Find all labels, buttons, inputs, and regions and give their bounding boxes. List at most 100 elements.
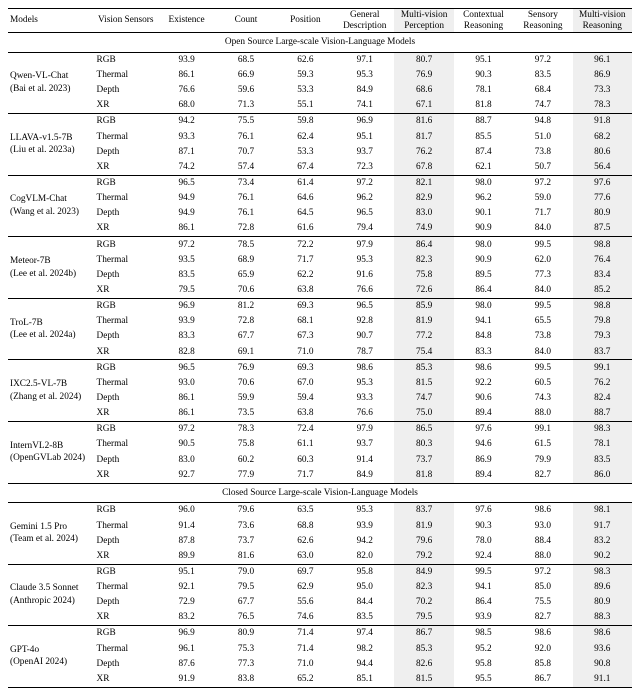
sensor-cell: XR [95, 406, 157, 422]
model-name: GPT-4o [10, 644, 94, 657]
metric-m3: 96.9 [335, 114, 394, 130]
sensor-cell: XR [95, 283, 157, 299]
metric-m0: 76.6 [157, 83, 216, 98]
metric-m3: 83.5 [335, 610, 394, 626]
metric-m5: 90.1 [454, 206, 513, 221]
metric-m0: 93.3 [157, 129, 216, 144]
section-closed-label: Closed Source Large-scale Vision-Languag… [8, 483, 632, 503]
table-row: XR86.172.861.679.474.990.984.087.5 [8, 221, 632, 237]
metric-m4: 86.4 [394, 237, 453, 253]
metric-m2: 71.7 [276, 467, 335, 483]
metric-m4: 81.6 [394, 114, 453, 130]
metric-m7: 99.1 [573, 360, 632, 376]
metric-m3: 84.9 [335, 467, 394, 483]
metric-m7: 98.8 [573, 298, 632, 314]
metric-m6: 94.8 [513, 114, 572, 130]
metric-m4: 84.9 [394, 564, 453, 580]
metric-m1: 67.7 [216, 329, 275, 344]
sensor-cell: RGB [95, 237, 157, 253]
metric-m6: 74.7 [513, 98, 572, 114]
metric-m5: 81.8 [454, 98, 513, 114]
metric-m0: 87.6 [157, 656, 216, 671]
metric-m5: 98.0 [454, 237, 513, 253]
metric-m4: 80.3 [394, 437, 453, 452]
col-m1: Count [216, 9, 275, 33]
model-cite: (Liu et al. 2023a) [10, 144, 94, 157]
metric-m4: 79.5 [394, 610, 453, 626]
metric-m7: 78.3 [573, 98, 632, 114]
metric-m7: 98.8 [573, 237, 632, 253]
sensor-cell: RGB [95, 503, 157, 519]
sensor-cell: Depth [95, 83, 157, 98]
metric-m6: 84.0 [513, 221, 572, 237]
metric-m0: 87.8 [157, 533, 216, 548]
metric-m1: 75.3 [216, 641, 275, 656]
metric-m1: 67.7 [216, 595, 275, 610]
metric-m0: 89.9 [157, 548, 216, 564]
metric-m2: 61.4 [276, 175, 335, 191]
header-row: Models Vision Sensors Existence Count Po… [8, 9, 632, 33]
sensor-cell: Thermal [95, 437, 157, 452]
model-cell: CogVLM-Chat(Wang et al. 2023) [8, 175, 95, 237]
table-row: Meteor-7B(Lee et al. 2024b)RGB97.278.572… [8, 237, 632, 253]
metric-m0: 97.2 [157, 237, 216, 253]
metric-m3: 91.6 [335, 268, 394, 283]
metric-m0: 94.2 [157, 114, 216, 130]
metric-m3: 93.3 [335, 391, 394, 406]
table-row: Thermal92.179.562.995.082.394.185.089.6 [8, 580, 632, 595]
metric-m6: 99.1 [513, 421, 572, 437]
metric-m4: 81.5 [394, 672, 453, 688]
table-row: Gemini 1.5 Pro(Team et al. 2024)RGB96.07… [8, 503, 632, 519]
metric-m0: 83.0 [157, 452, 216, 467]
sensor-cell: XR [95, 467, 157, 483]
metric-m7: 87.5 [573, 221, 632, 237]
metric-m5: 94.1 [454, 580, 513, 595]
section-open-label: Open Source Large-scale Vision-Language … [8, 33, 632, 53]
metric-m1: 65.9 [216, 268, 275, 283]
metric-m5: 94.1 [454, 314, 513, 329]
metric-m4: 67.1 [394, 98, 453, 114]
model-name: InternVL2-8B [10, 440, 94, 453]
metric-m7: 73.3 [573, 83, 632, 98]
metric-m6: 98.6 [513, 626, 572, 642]
sensor-cell: Depth [95, 206, 157, 221]
sensor-cell: Thermal [95, 129, 157, 144]
metric-m5: 93.9 [454, 610, 513, 626]
metric-m5: 88.7 [454, 114, 513, 130]
metric-m0: 79.5 [157, 283, 216, 299]
metric-m1: 76.1 [216, 129, 275, 144]
model-name: Qwen-VL-Chat [10, 70, 94, 83]
metric-m1: 75.8 [216, 437, 275, 452]
metric-m5: 99.5 [454, 564, 513, 580]
col-m4: Multi-vision Perception [394, 9, 453, 33]
metric-m4: 81.5 [394, 376, 453, 391]
metric-m7: 79.8 [573, 314, 632, 329]
metric-m7: 98.6 [573, 626, 632, 642]
metric-m2: 64.6 [276, 191, 335, 206]
metric-m6: 97.2 [513, 175, 572, 191]
metric-m0: 96.9 [157, 298, 216, 314]
metric-m0: 93.0 [157, 376, 216, 391]
metric-m1: 59.6 [216, 83, 275, 98]
metric-m5: 96.2 [454, 191, 513, 206]
metric-m1: 75.5 [216, 114, 275, 130]
table-row: Depth83.060.260.391.473.786.979.983.5 [8, 452, 632, 467]
metric-m6: 62.0 [513, 252, 572, 267]
metric-m0: 96.5 [157, 360, 216, 376]
metric-m6: 51.0 [513, 129, 572, 144]
table-row: InternVL2-8B(OpenGVLab 2024)RGB97.278.37… [8, 421, 632, 437]
sensor-cell: Thermal [95, 518, 157, 533]
table-row: Depth94.976.164.596.583.090.171.780.9 [8, 206, 632, 221]
model-cell: TroL-7B(Lee et al. 2024a) [8, 298, 95, 360]
metric-m2: 62.6 [276, 533, 335, 548]
sensor-cell: Thermal [95, 641, 157, 656]
model-cell: Claude 3.5 Sonnet(Anthropic 2024) [8, 564, 95, 626]
metric-m0: 97.2 [157, 421, 216, 437]
metric-m5: 97.6 [454, 503, 513, 519]
metric-m5: 98.0 [454, 175, 513, 191]
metric-m5: 90.6 [454, 391, 513, 406]
metric-m2: 62.6 [276, 52, 335, 68]
metric-m7: 90.8 [573, 656, 632, 671]
metric-m7: 97.6 [573, 175, 632, 191]
metric-m7: 83.4 [573, 268, 632, 283]
